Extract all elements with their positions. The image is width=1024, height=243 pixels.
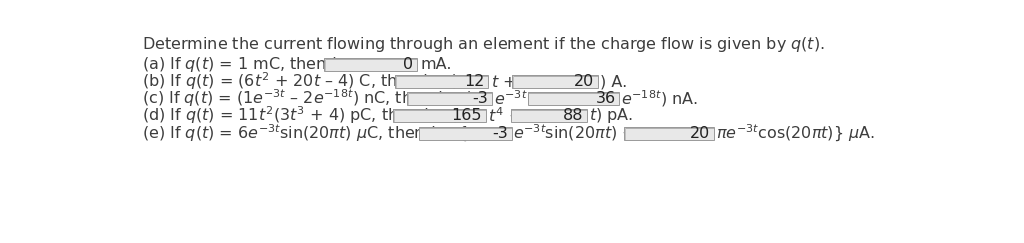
Bar	[511, 109, 587, 111]
Text: ) A.: ) A.	[600, 74, 628, 89]
Bar	[512, 75, 514, 88]
Bar	[528, 92, 620, 105]
Bar	[407, 92, 493, 105]
Bar	[407, 92, 493, 105]
Text: (b) If $q(t)$ = (6$t^2$ + 20$t$ – 4) C, then $i$ = (: (b) If $q(t)$ = (6$t^2$ + 20$t$ – 4) C, …	[142, 71, 457, 92]
Bar	[511, 109, 587, 122]
Bar	[511, 109, 587, 122]
Text: 20: 20	[573, 74, 594, 89]
Bar	[324, 58, 417, 71]
Text: $t$) pA.: $t$) pA.	[589, 106, 633, 125]
Bar	[407, 92, 493, 94]
Bar	[393, 109, 486, 111]
Text: 20: 20	[690, 126, 710, 141]
Bar	[324, 58, 326, 71]
Text: 12: 12	[464, 74, 484, 89]
Text: $e^{-3t}$sin(20$\pi t$) +: $e^{-3t}$sin(20$\pi t$) +	[513, 123, 636, 143]
Bar	[395, 75, 488, 88]
Bar	[419, 127, 512, 140]
Bar	[324, 58, 417, 71]
Text: mA.: mA.	[421, 57, 453, 72]
Bar	[395, 75, 488, 88]
Bar	[419, 127, 512, 140]
Text: $t$ +: $t$ +	[490, 74, 516, 89]
Text: (c) If $q(t)$ = (1$e^{-3t}$ – 2$e^{-18t}$) nC, then $i$ = (: (c) If $q(t)$ = (1$e^{-3t}$ – 2$e^{-18t}…	[142, 88, 471, 109]
Bar	[624, 127, 714, 129]
Text: Determine the current flowing through an element if the charge flow is given by : Determine the current flowing through an…	[142, 35, 825, 53]
Bar	[624, 127, 714, 140]
Bar	[393, 109, 486, 122]
Bar	[512, 75, 598, 77]
Text: (e) If $q(t)$ = 6$e^{-3t}$sin(20$\pi t$) $\mu$C, then $i$ = {: (e) If $q(t)$ = 6$e^{-3t}$sin(20$\pi t$)…	[142, 122, 467, 144]
Bar	[393, 109, 394, 122]
Text: (a) If $q(t)$ = 1 mC, then $i$ =: (a) If $q(t)$ = 1 mC, then $i$ =	[142, 55, 354, 74]
Bar	[624, 127, 714, 140]
Text: $\pi e^{-3t}$cos(20$\pi t$)} $\mu$A.: $\pi e^{-3t}$cos(20$\pi t$)} $\mu$A.	[716, 122, 876, 144]
Bar	[395, 75, 397, 88]
Bar	[395, 75, 488, 77]
Bar	[528, 92, 620, 105]
Text: 0: 0	[403, 57, 414, 72]
Text: 165: 165	[452, 108, 482, 123]
Bar	[528, 92, 529, 105]
Bar	[419, 127, 420, 140]
Bar	[624, 127, 626, 140]
Bar	[512, 75, 598, 88]
Bar	[528, 92, 620, 94]
Bar	[324, 58, 417, 60]
Text: $t^4$ +: $t^4$ +	[487, 106, 521, 125]
Text: 36: 36	[595, 91, 615, 106]
Bar	[407, 92, 409, 105]
Text: (d) If $q(t)$ = 11$t^2$(3$t^3$ + 4) pC, then $i$ = (: (d) If $q(t)$ = 11$t^2$(3$t^3$ + 4) pC, …	[142, 104, 458, 126]
Bar	[511, 109, 512, 122]
Text: $e^{-18t}$) nA.: $e^{-18t}$) nA.	[621, 88, 697, 109]
Bar	[393, 109, 486, 122]
Text: 88: 88	[562, 108, 583, 123]
Bar	[512, 75, 598, 88]
Text: -3: -3	[473, 91, 488, 106]
Text: $e^{-3t}$ +: $e^{-3t}$ +	[494, 89, 545, 108]
Text: -3: -3	[492, 126, 508, 141]
Bar	[419, 127, 512, 129]
